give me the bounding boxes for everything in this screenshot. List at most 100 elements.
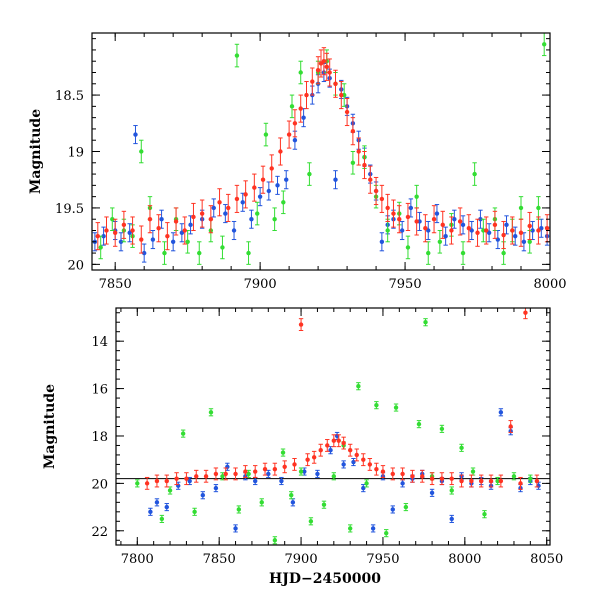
data-point [504, 215, 509, 235]
data-marker [167, 488, 173, 493]
data-marker [347, 526, 353, 531]
data-point [434, 204, 440, 224]
data-point [328, 446, 333, 455]
x-axis-label: HJD−2450000 [269, 571, 381, 587]
data-point [521, 232, 527, 252]
data-marker [536, 205, 541, 211]
data-marker [110, 217, 115, 222]
data-point [318, 443, 323, 457]
data-point [429, 488, 435, 497]
data-marker [449, 228, 454, 233]
data-marker [523, 310, 528, 315]
data-marker [460, 250, 466, 256]
data-point [164, 474, 169, 488]
data-point [518, 476, 523, 490]
data-marker [534, 478, 540, 484]
data-marker [234, 196, 240, 202]
data-marker [310, 79, 315, 84]
data-point [449, 216, 454, 245]
data-point [347, 443, 353, 457]
data-marker [504, 222, 509, 228]
data-marker [414, 194, 419, 199]
data-point [501, 220, 506, 250]
data-marker [211, 205, 216, 211]
data-marker [148, 509, 153, 515]
data-point [203, 469, 209, 483]
data-point [321, 500, 327, 509]
x-tick-label: 7800 [121, 552, 154, 567]
data-marker [341, 462, 346, 467]
data-point [513, 226, 518, 246]
data-marker [385, 228, 390, 233]
x-tick-label: 8050 [530, 552, 563, 567]
data-marker [403, 504, 409, 510]
data-point [290, 498, 296, 507]
data-point [354, 448, 359, 462]
data-point [443, 226, 448, 246]
data-point [286, 120, 292, 149]
data-point [367, 457, 373, 471]
data-point [101, 226, 106, 246]
data-point [307, 162, 312, 186]
data-point [272, 462, 278, 476]
data-point [289, 491, 294, 500]
data-point [315, 469, 320, 478]
data-point [174, 472, 179, 486]
data-marker [466, 226, 472, 231]
data-point [379, 232, 385, 252]
data-point [405, 202, 411, 231]
data-marker [130, 228, 135, 233]
data-marker [257, 194, 263, 199]
data-marker [260, 177, 266, 182]
data-marker [511, 474, 517, 479]
data-point [255, 201, 260, 226]
data-marker [423, 320, 428, 325]
data-point [95, 222, 100, 251]
data-marker [272, 466, 278, 472]
data-point [165, 222, 170, 251]
data-marker [165, 233, 170, 239]
data-point [154, 474, 160, 488]
data-point [305, 453, 310, 467]
data-marker [356, 384, 361, 389]
data-point [208, 205, 214, 234]
data-point [408, 198, 414, 218]
data-marker [315, 471, 320, 477]
data-point [356, 137, 361, 166]
data-point [449, 514, 454, 523]
data-point [479, 474, 484, 488]
data-point [104, 216, 109, 245]
data-point [350, 117, 356, 146]
data-marker [236, 507, 242, 512]
data-point [361, 453, 366, 467]
data-point [118, 232, 124, 252]
data-marker [501, 250, 506, 256]
data-marker [408, 205, 414, 211]
data-point [110, 207, 115, 231]
y-axis-label: Magnitude [28, 109, 44, 194]
data-marker [182, 228, 187, 233]
data-point [191, 202, 196, 231]
data-point [350, 151, 356, 175]
data-point [400, 479, 405, 488]
data-point [374, 401, 379, 410]
data-marker [439, 426, 445, 432]
data-point [321, 47, 327, 76]
data-marker [259, 500, 264, 505]
data-marker [449, 476, 454, 481]
data-marker [350, 160, 356, 165]
top-panel: 7850 7900 7950 8000 18.5 19 19.5 20 Magnitude [28, 32, 567, 292]
data-marker [121, 222, 127, 228]
y-tick-label: 22 [91, 525, 108, 540]
data-point [234, 43, 240, 68]
data-marker [542, 42, 547, 47]
data-point [475, 218, 480, 247]
data-marker [400, 471, 405, 477]
data-point [192, 507, 197, 516]
data-marker [159, 217, 164, 222]
data-marker [439, 476, 445, 481]
y-axis-label: Magnitude [42, 384, 58, 469]
data-point [410, 469, 415, 483]
data-point [325, 439, 330, 452]
data-point [374, 462, 379, 476]
